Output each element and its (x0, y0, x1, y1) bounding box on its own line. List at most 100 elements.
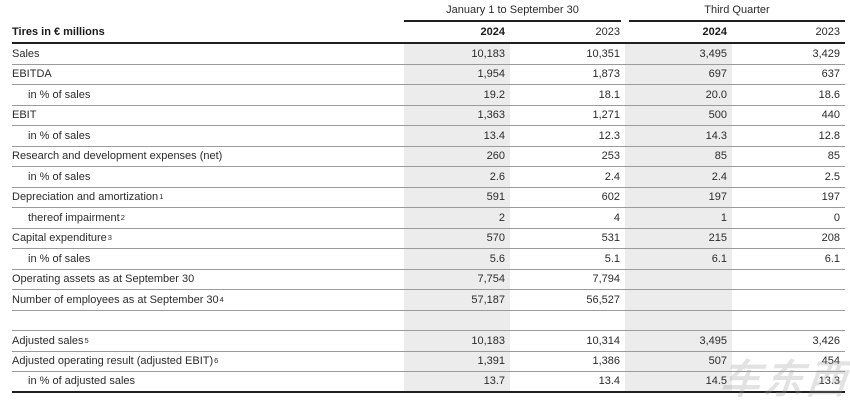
value-cell: 18.1 (598, 88, 620, 101)
table-row: in % of sales 13.4 12.3 14.3 12.8 (12, 126, 845, 147)
value-cell: 637 (821, 68, 840, 81)
value-cell: 7,794 (592, 273, 620, 286)
row-label: Adjusted sales 5 (12, 334, 89, 347)
table-row: Number of employees as at September 30 4 5… (12, 290, 845, 311)
value-cell: 1 (625, 208, 732, 228)
value-cell: 454 (821, 355, 840, 368)
row-label: Number of employees as at September 30 4 (12, 293, 224, 306)
value-cell: 14.5 (625, 372, 732, 391)
value-cell: 2.5 (824, 170, 840, 183)
value-cell: 13.3 (818, 375, 840, 388)
table-row: EBITDA 1,954 1,873 697 637 (12, 64, 845, 85)
col-header-2023-q3: 2023 (815, 26, 840, 38)
value-cell: 1,271 (592, 109, 620, 122)
table-row: in % of sales 5.6 5.1 6.1 6.1 (12, 249, 845, 270)
row-label: in % of sales (28, 170, 91, 183)
table-row: in % of adjusted sales 13.7 13.4 14.5 13.3 (12, 372, 845, 393)
value-cell: 570 (404, 228, 510, 248)
table-row: Operating assets as at September 30 7,754… (12, 269, 845, 290)
value-cell: 13.7 (404, 372, 510, 391)
value-cell: 14.3 (625, 126, 732, 146)
value-cell: 13.4 (404, 126, 510, 146)
value-cell: 3,429 (812, 47, 840, 60)
value-cell: 5.1 (604, 252, 620, 265)
value-cell: 6.1 (824, 252, 840, 265)
value-cell: 13.4 (598, 375, 620, 388)
value-cell: 10,183 (404, 44, 510, 64)
col-header-2023-ninemonths: 2023 (595, 26, 620, 38)
value-cell: 12.8 (818, 129, 840, 142)
financial-table: January 1 to September 30 Third Quarter … (12, 0, 845, 393)
value-cell: 4 (613, 211, 620, 224)
value-cell: 5.6 (404, 249, 510, 269)
col-header-2024-ninemonths: 2024 (480, 26, 505, 38)
value-cell (625, 269, 732, 289)
value-cell (625, 290, 732, 310)
value-cell: 531 (601, 232, 620, 245)
value-cell (625, 310, 732, 330)
value-cell: 20.0 (625, 85, 732, 105)
value-cell: 197 (821, 191, 840, 204)
table-row: in % of sales 19.2 18.1 20.0 18.6 (12, 85, 845, 106)
row-label: Operating assets as at September 30 (12, 273, 195, 286)
value-cell: 10,183 (404, 331, 510, 351)
spacer-row (12, 310, 845, 331)
value-cell (510, 311, 625, 331)
value-cell (732, 270, 845, 290)
value-cell: 3,495 (625, 331, 732, 351)
row-label: thereof impairment 2 (28, 211, 125, 224)
row-label: in % of sales (28, 88, 91, 101)
value-cell: 1,954 (404, 64, 510, 84)
value-cell: 57,187 (404, 290, 510, 310)
value-cell: 2.4 (604, 170, 620, 183)
value-cell: 3,495 (625, 44, 732, 64)
value-cell: 1,386 (592, 355, 620, 368)
value-cell: 1,391 (404, 351, 510, 371)
period-header-third-quarter: Third Quarter (629, 0, 845, 22)
value-cell: 6.1 (625, 249, 732, 269)
column-header-row: Tires in € millions 2024 2023 2024 2023 (12, 22, 845, 44)
value-cell (732, 290, 845, 310)
table-row: in % of sales 2.6 2.4 2.4 2.5 (12, 167, 845, 188)
value-cell: 18.6 (818, 88, 840, 101)
value-cell: 197 (625, 187, 732, 207)
value-cell (404, 310, 510, 330)
table-row: Depreciation and amortization 1 591 602 197 1… (12, 187, 845, 208)
value-cell: 2.6 (404, 167, 510, 187)
table-row: EBIT 1,363 1,271 500 440 (12, 105, 845, 126)
value-cell: 85 (625, 146, 732, 166)
value-cell: 253 (601, 150, 620, 163)
value-cell: 3,426 (812, 334, 840, 347)
corner-spacer (12, 0, 404, 22)
value-cell: 697 (625, 64, 732, 84)
period-header-jan-to-sep: January 1 to September 30 (404, 0, 621, 22)
value-cell: 591 (404, 187, 510, 207)
row-label: in % of sales (28, 129, 91, 142)
value-cell: 507 (625, 351, 732, 371)
table-row: Adjusted sales 5 10,183 10,314 3,495 3,426 (12, 331, 845, 352)
value-cell: 85 (827, 150, 840, 163)
row-label: Depreciation and amortization 1 (12, 191, 164, 204)
value-cell: 10,351 (586, 47, 620, 60)
period-header-row: January 1 to September 30 Third Quarter (12, 0, 845, 22)
value-cell: 440 (821, 109, 840, 122)
value-cell: 10,314 (586, 334, 620, 347)
value-cell: 0 (833, 211, 840, 224)
value-cell: 19.2 (404, 85, 510, 105)
value-cell: 215 (625, 228, 732, 248)
row-label: Research and development expenses (net) (12, 150, 223, 163)
value-cell: 1,873 (592, 68, 620, 81)
row-label (12, 311, 404, 331)
value-cell: 602 (601, 191, 620, 204)
row-label: Sales (12, 47, 40, 60)
row-label: EBIT (12, 109, 37, 122)
row-label: Adjusted operating result (adjusted EBIT… (12, 355, 219, 368)
value-cell: 2.4 (625, 167, 732, 187)
row-label: EBITDA (12, 68, 52, 81)
row-label: in % of adjusted sales (28, 375, 136, 388)
table-title: Tires in € millions (12, 26, 105, 38)
value-cell: 7,754 (404, 269, 510, 289)
table-row: Adjusted operating result (adjusted EBIT… (12, 351, 845, 372)
value-cell: 260 (404, 146, 510, 166)
